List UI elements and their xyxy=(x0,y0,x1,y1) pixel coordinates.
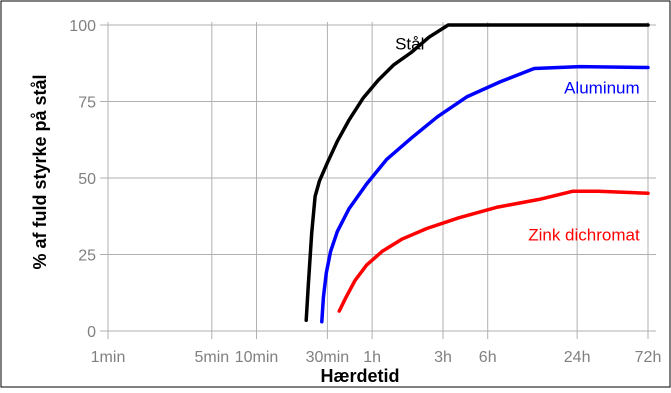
y-tick-label-100: 100 xyxy=(69,18,96,35)
series-label-st-l: Stål xyxy=(395,34,424,53)
x-axis-title: Hærdetid xyxy=(320,366,399,386)
series-line-aluminum xyxy=(320,64,650,324)
y-tick-label-0: 0 xyxy=(87,324,96,341)
x-tick-label-5min: 5min xyxy=(194,349,229,366)
y-tick-label-50: 50 xyxy=(78,171,96,188)
y-tick-labels: 0 25 50 75 100 xyxy=(69,18,96,341)
x-tick-labels: 1min 5min 10min 30min 1h 3h 6h 24h 72h xyxy=(91,349,662,366)
y-tick-label-75: 75 xyxy=(78,95,96,112)
x-tick-label-30min: 30min xyxy=(306,349,350,366)
series-labels: Stål Aluminum Zink dichromat xyxy=(395,34,640,244)
x-tick-label-10min: 10min xyxy=(235,349,279,366)
x-tick-label-3h: 3h xyxy=(434,349,452,366)
x-tick-label-72h: 72h xyxy=(635,349,662,366)
y-tick-label-25: 25 xyxy=(78,248,96,265)
x-tick-label-24h: 24h xyxy=(564,349,591,366)
x-tick-label-1min: 1min xyxy=(91,349,126,366)
series-line-st-l xyxy=(304,23,650,323)
series-label-aluminum: Aluminum xyxy=(564,79,640,98)
series-lines xyxy=(304,23,650,324)
series-line-zink-dichromat xyxy=(337,189,650,313)
series-label-zink-dichromat: Zink dichromat xyxy=(528,226,640,245)
x-tick-label-1h: 1h xyxy=(363,349,381,366)
y-axis-title: % af fuld styrke på stål xyxy=(30,74,50,269)
x-tick-label-6h: 6h xyxy=(479,349,497,366)
